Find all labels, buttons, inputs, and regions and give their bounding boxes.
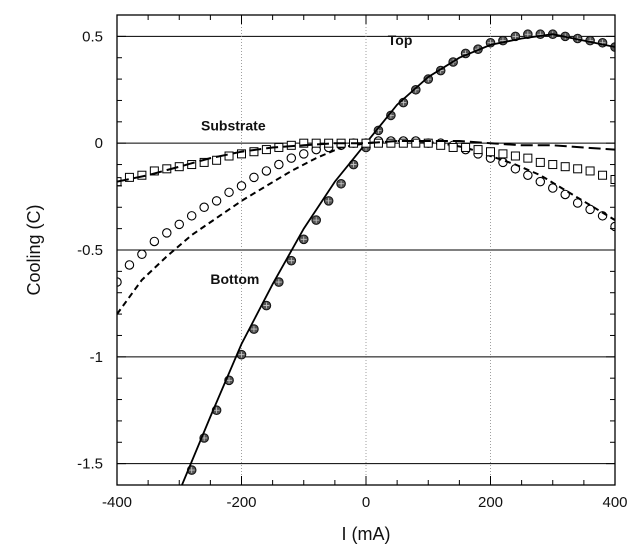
filled-point-mark: [313, 217, 320, 224]
filled-point-mark: [213, 407, 220, 414]
open-square-point: [461, 142, 471, 152]
series-line: [180, 33, 615, 485]
open-circle-point: [186, 211, 197, 221]
open-circle-point: [199, 202, 209, 213]
x-tick-label: 200: [478, 494, 503, 511]
open-square-point: [237, 149, 246, 159]
filled-point-mark: [226, 377, 233, 384]
open-circle-point: [298, 149, 309, 159]
open-square-point: [448, 142, 458, 152]
open-square-point: [610, 175, 615, 184]
open-square-point: [124, 172, 134, 182]
open-circle-point: [124, 260, 135, 270]
x-axis-title: I (mA): [342, 524, 391, 544]
plot-series: [117, 29, 615, 485]
tick-labels: -400 -200 0 200 400 0.5 0 -0.5 -1 -1.5: [77, 28, 627, 511]
open-square-point: [486, 147, 495, 157]
open-circle-point: [211, 196, 222, 206]
open-square-point: [224, 151, 234, 161]
open-circle-point: [274, 159, 284, 170]
open-square-point: [137, 170, 147, 180]
annotations: Top Substrate Bottom: [201, 32, 412, 287]
open-square-point: [386, 138, 396, 148]
annotation-label: Top: [388, 32, 413, 48]
filled-point-mark: [288, 257, 295, 264]
open-square-point: [149, 166, 159, 176]
filled-point-mark: [524, 31, 531, 38]
series-solid-line: [180, 33, 615, 485]
filled-point-mark: [512, 33, 519, 40]
open-square-point: [585, 166, 595, 176]
y-axis-title: Cooling (C): [24, 204, 44, 295]
filled-point-mark: [325, 197, 332, 204]
open-square-point: [174, 162, 184, 172]
series-line: [117, 140, 615, 183]
x-tick-label: -400: [102, 494, 132, 511]
open-circle-point: [224, 187, 234, 198]
y-tick-label: -1.5: [77, 456, 103, 473]
filled-point-mark: [300, 236, 307, 243]
filled-point-mark: [275, 279, 282, 286]
y-tick-label: -1: [90, 349, 103, 366]
annotation-label: Substrate: [201, 117, 266, 133]
open-square-point: [249, 147, 259, 157]
open-square-point: [436, 140, 446, 150]
filled-point-mark: [263, 302, 270, 309]
open-square-point: [535, 157, 545, 167]
open-circle-point: [535, 176, 546, 187]
series-long-dash: [117, 140, 615, 183]
filled-point-mark: [250, 326, 257, 333]
open-square-point: [548, 160, 558, 170]
open-square-point: [598, 170, 608, 180]
open-square-point: [510, 151, 520, 161]
open-circle-point: [547, 183, 558, 193]
open-square-point: [498, 149, 508, 159]
open-circle-point: [249, 172, 259, 183]
series-open-square: [117, 138, 615, 187]
filled-point-mark: [338, 180, 345, 187]
open-square-point: [423, 138, 433, 148]
x-tick-label: 0: [362, 494, 370, 511]
open-circle-point: [149, 236, 160, 247]
series-filled-circle: [186, 29, 615, 475]
y-tick-label: 0: [95, 135, 103, 152]
open-square-point: [473, 145, 483, 155]
axis-ticks: [116, 15, 616, 485]
open-circle-point: [174, 219, 185, 230]
y-tick-label: 0.5: [82, 28, 103, 45]
open-square-point: [398, 138, 408, 148]
open-square-point: [311, 138, 321, 148]
x-tick-label: 400: [602, 494, 627, 511]
grid: [117, 15, 615, 485]
open-circle-point: [523, 170, 533, 180]
open-circle-point: [585, 204, 595, 215]
filled-point-mark: [238, 351, 245, 358]
annotation-label: Bottom: [210, 271, 259, 287]
open-square-point: [199, 157, 209, 167]
filled-point-mark: [400, 99, 407, 106]
open-circle-point: [236, 181, 247, 191]
y-tick-label: -0.5: [77, 242, 103, 259]
open-square-point: [299, 138, 309, 148]
open-circle-point: [286, 153, 297, 163]
open-square-point: [411, 138, 421, 148]
open-square-point: [261, 145, 271, 155]
filled-point-mark: [350, 161, 357, 168]
open-square-point: [560, 162, 570, 172]
open-circle-point: [162, 228, 172, 238]
x-tick-label: -200: [226, 494, 256, 511]
filled-point-mark: [188, 467, 195, 474]
open-circle-point: [261, 166, 272, 176]
open-square-point: [523, 153, 533, 163]
open-circle-point: [137, 249, 147, 260]
open-square-point: [573, 164, 583, 174]
